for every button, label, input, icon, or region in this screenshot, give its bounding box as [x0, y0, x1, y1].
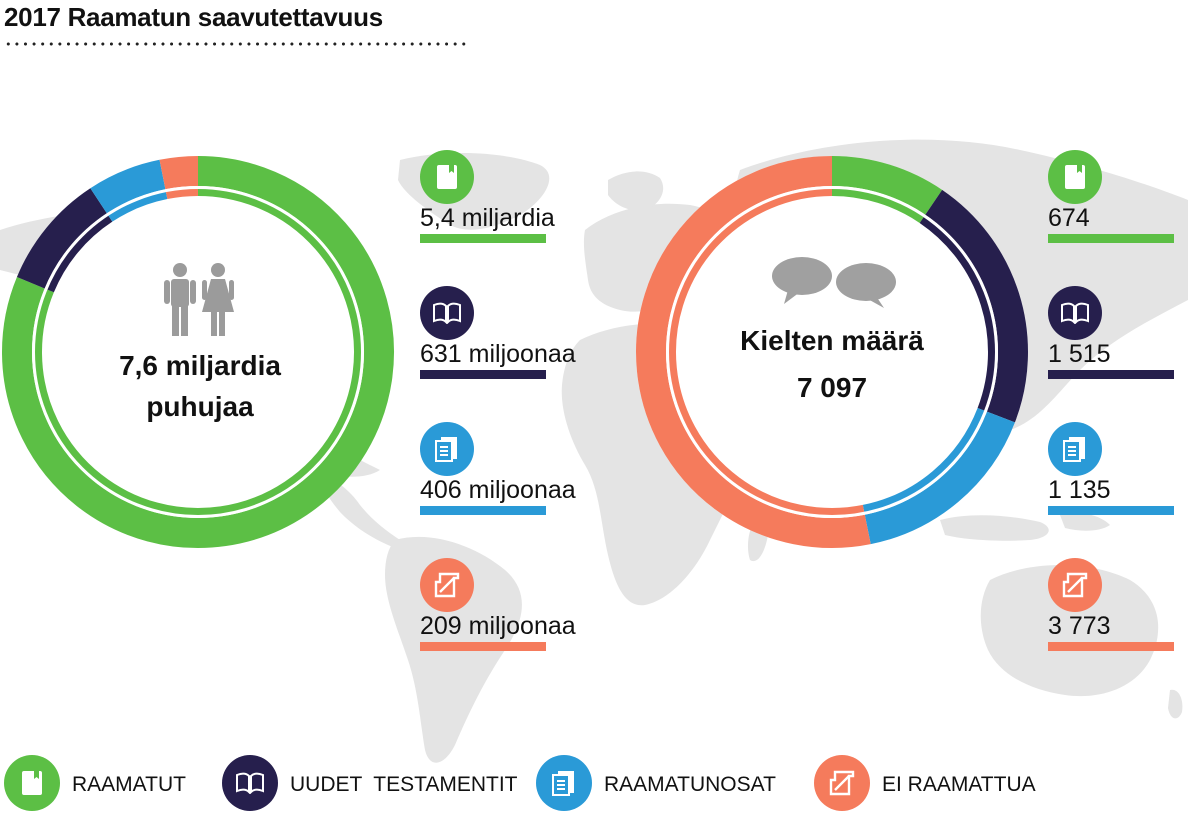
speakers-total-line2: puhujaa	[146, 391, 254, 422]
donut-segment-inner-raamatunosat	[862, 408, 986, 513]
donut-background	[636, 156, 1028, 548]
open-book-icon	[1048, 286, 1102, 340]
people-icon	[160, 262, 240, 336]
stat-languages-raamatunosat: 1 135	[1048, 422, 1188, 532]
stat-bar	[1048, 234, 1174, 243]
donut-ring-separator	[666, 186, 998, 518]
stat-bar	[1048, 370, 1174, 379]
bible-book-icon	[420, 150, 474, 204]
donut-segment-outer-uudet-testamentit	[16, 188, 108, 289]
donut-segment-outer-ei-raamattua	[159, 156, 199, 190]
donut-segment-inner-raamatut	[831, 188, 925, 223]
legend-label: RAAMATUT	[72, 773, 186, 796]
legend-label: UUDET TESTAMENTIT	[290, 773, 518, 796]
donut-segment-outer-raamatunosat	[864, 411, 1015, 545]
documents-icon	[420, 422, 474, 476]
stat-languages-raamatut: 674	[1048, 150, 1188, 260]
stat-value: 5,4 miljardia	[420, 204, 555, 232]
speakers-total-line1: 7,6 miljardia	[119, 350, 281, 381]
stat-bar	[420, 642, 546, 651]
donut-segment-inner-uudet-testamentit	[46, 214, 113, 293]
donut-segment-inner-raamatunosat	[107, 191, 168, 222]
scroll-icon	[1048, 558, 1102, 612]
donut-segment-outer-raamatut	[831, 156, 943, 215]
languages-center: Kielten määrä 7 097	[672, 252, 992, 414]
stat-value: 1 135	[1048, 476, 1111, 504]
stat-bar	[420, 506, 546, 515]
title-underline	[4, 42, 470, 46]
donut-segment-inner-ei-raamattua	[165, 187, 199, 200]
languages-title: Kielten määrä	[740, 325, 924, 356]
donut-segment-inner-ei-raamattua	[667, 188, 865, 516]
donut-segment-outer-raamatunosat	[90, 159, 166, 214]
legend-label: EI RAAMATTUA	[882, 773, 1036, 796]
open-book-icon	[420, 286, 474, 340]
donut-chart-speakers	[2, 156, 394, 548]
speakers-center: 7,6 miljardia puhujaa	[40, 262, 360, 424]
scroll-icon	[814, 755, 870, 811]
stat-value: 1 515	[1048, 340, 1111, 368]
donut-chart-languages	[636, 156, 1028, 548]
donut-segment-inner-uudet-testamentit	[919, 216, 996, 411]
donut-segment-inner-raamatut	[34, 188, 363, 516]
stat-bar	[420, 234, 546, 243]
stat-languages-ei-raamattua: 3 773	[1048, 558, 1188, 668]
stat-bar	[420, 370, 546, 379]
stat-value: 406 miljoonaa	[420, 476, 576, 504]
scroll-icon	[420, 558, 474, 612]
languages-total: 7 097	[796, 372, 868, 403]
stat-value: 3 773	[1048, 612, 1111, 640]
stat-value: 674	[1048, 204, 1090, 232]
documents-icon	[1048, 422, 1102, 476]
stat-value: 631 miljoonaa	[420, 340, 576, 368]
page-title: 2017 Raamatun saavutettavuus	[4, 2, 383, 32]
stat-bar	[1048, 506, 1174, 515]
stat-value: 209 miljoonaa	[420, 612, 576, 640]
stat-speakers-ei-raamattua: 209 miljoonaa	[420, 558, 620, 668]
donut-segment-outer-raamatut	[2, 156, 394, 548]
speech-bubbles-icon	[762, 252, 902, 312]
stat-languages-uudet-testamentit: 1 515	[1048, 286, 1188, 396]
donut-segment-outer-uudet-testamentit	[925, 189, 1028, 423]
documents-icon	[536, 755, 592, 811]
bible-book-icon	[1048, 150, 1102, 204]
open-book-icon	[222, 755, 278, 811]
donut-ring-separator	[32, 186, 364, 518]
donut-background	[2, 156, 394, 548]
stat-speakers-raamatut: 5,4 miljardia	[420, 150, 620, 260]
donut-segment-outer-ei-raamattua	[636, 156, 871, 548]
legend-label: RAAMATUNOSAT	[604, 773, 776, 796]
stat-speakers-raamatunosat: 406 miljoonaa	[420, 422, 620, 532]
stat-speakers-uudet-testamentit: 631 miljoonaa	[420, 286, 620, 396]
stat-bar	[1048, 642, 1174, 651]
bible-book-icon	[4, 755, 60, 811]
